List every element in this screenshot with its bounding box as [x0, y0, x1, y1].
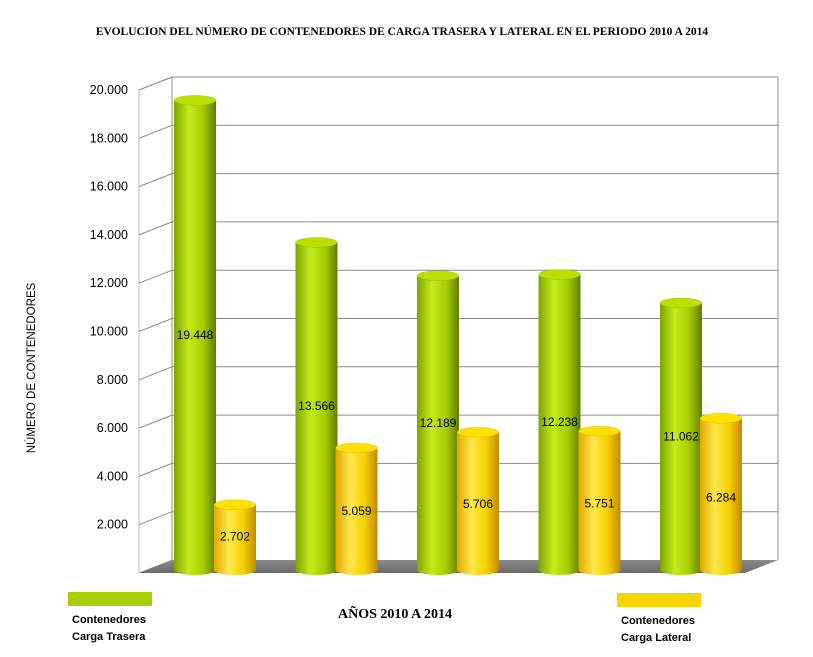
bar-carga-trasera: [173, 95, 217, 575]
legend: Contenedores Carga Trasera Contenedores Car…: [68, 592, 701, 644]
data-labels: 19.448 2.702 13.566 5.059 12.189 5.706 12.238 5…: [177, 328, 737, 543]
gridline-side: [138, 124, 173, 139]
bar-body: [214, 504, 256, 575]
gridline-side: [138, 511, 173, 526]
legend-swatch: [617, 593, 701, 607]
legend-label: Carga Trasera: [72, 631, 146, 643]
bar-carga-lateral: [578, 425, 621, 575]
y-tick-label: 6.000: [97, 421, 128, 435]
y-tick-label: 8.000: [97, 373, 128, 387]
y-tick-label: 20.000: [90, 83, 128, 97]
gridline-side: [138, 462, 173, 477]
bar-top: [456, 426, 500, 438]
gridline-side: [138, 173, 173, 188]
bar-carga-trasera: [295, 237, 338, 575]
bar-top: [538, 269, 581, 280]
data-label: 13.566: [298, 399, 335, 413]
bar-top: [578, 425, 621, 437]
gridline-side: [138, 318, 173, 332]
chart-title: EVOLUCION DEL NÚMERO DE CONTENEDORES DE …: [96, 24, 709, 38]
data-label: 5.059: [341, 504, 371, 518]
gridline-side: [138, 414, 173, 429]
gridline-side: [138, 269, 173, 284]
legend-label: Contenedores: [621, 615, 695, 627]
y-tick-label: 18.000: [90, 131, 128, 145]
y-tick-label: 2.000: [97, 518, 128, 532]
data-label: 11.062: [663, 429, 699, 443]
bar-body: [457, 432, 499, 575]
y-tick-label: 10.000: [90, 325, 128, 339]
bar-top: [295, 237, 338, 248]
bar-body: [700, 418, 742, 575]
bar-carga-trasera: [538, 269, 581, 575]
bar-top: [173, 95, 217, 106]
bar-body: [660, 302, 702, 575]
data-label: 2.702: [220, 530, 250, 544]
data-label: 6.284: [706, 491, 736, 505]
y-axis-label: NÚMERO DE CONTENEDORES: [25, 282, 38, 453]
bars: [173, 95, 743, 575]
bar-top: [416, 270, 460, 281]
data-label: 12.189: [420, 416, 457, 430]
bar-body: [538, 274, 581, 575]
bar-body: [295, 242, 338, 575]
x-axis-label: AÑOS 2010 A 2014: [338, 604, 452, 622]
gridline-side: [138, 366, 173, 381]
y-tick-label: 12.000: [90, 276, 128, 290]
gridline-side: [138, 76, 173, 91]
legend-label: Contenedores: [72, 614, 146, 626]
bar-carga-lateral: [335, 442, 378, 575]
legend-item: Contenedores Carga Trasera: [68, 592, 152, 643]
y-tick-label: 14.000: [90, 228, 128, 242]
bar-body: [174, 100, 216, 575]
bar-top: [659, 297, 703, 309]
bar-top: [213, 499, 257, 510]
data-label: 12.238: [541, 415, 578, 429]
y-axis: 2.000 4.000 6.000 8.000 10.000 12.000 14.000 16…: [90, 83, 128, 532]
data-label: 5.706: [463, 497, 493, 511]
legend-item: Contenedores Carga Lateral: [617, 593, 701, 644]
bar-carga-trasera: [416, 270, 460, 575]
bar-top: [699, 412, 743, 424]
y-tick-label: 16.000: [90, 180, 128, 194]
data-label: 5.751: [584, 497, 614, 511]
legend-swatch: [68, 592, 152, 606]
bar-carga-lateral: [456, 426, 500, 575]
y-tick-label: 4.000: [97, 469, 128, 483]
bar-body: [417, 275, 459, 575]
bar-carga-trasera: [659, 297, 703, 575]
bar-carga-lateral: [213, 499, 257, 575]
bar-top: [335, 442, 378, 454]
bar-body: [335, 447, 378, 575]
legend-label: Carga Lateral: [621, 632, 691, 644]
gridline-side: [138, 221, 173, 236]
bar-body: [578, 431, 621, 575]
data-label: 19.448: [177, 328, 214, 342]
bar-carga-lateral: [699, 412, 743, 575]
